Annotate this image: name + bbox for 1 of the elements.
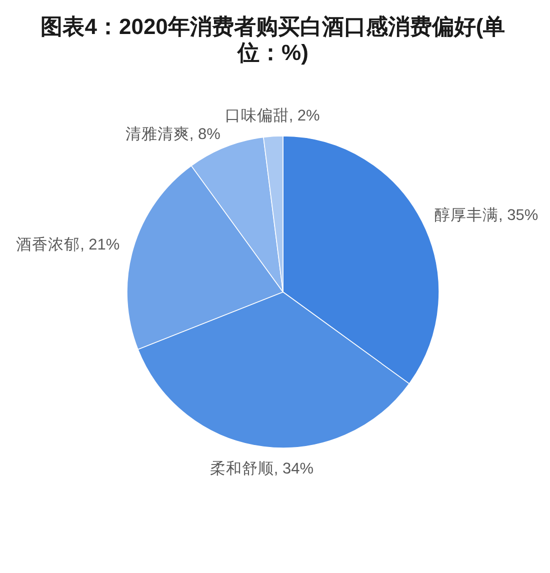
- title: 图表4：2020年消费者购买白酒口感消费偏好(单位：%): [40, 14, 506, 66]
